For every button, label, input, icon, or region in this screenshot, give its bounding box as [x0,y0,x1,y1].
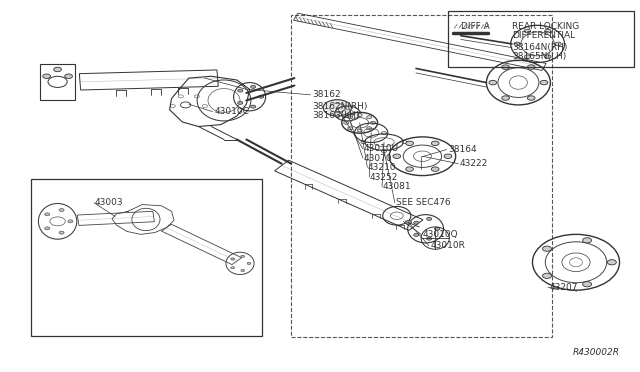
Ellipse shape [323,100,351,116]
Circle shape [607,260,616,265]
Circle shape [45,213,50,216]
Circle shape [405,221,412,224]
Text: SEE SEC476: SEE SEC476 [396,198,450,207]
Circle shape [357,113,362,116]
Circle shape [357,129,362,132]
Circle shape [259,95,264,98]
Text: 43003: 43003 [95,198,124,207]
Circle shape [524,55,531,59]
Circle shape [582,282,591,287]
Text: 43207: 43207 [549,283,578,292]
Circle shape [45,227,50,230]
Circle shape [489,80,497,85]
Circle shape [251,85,256,88]
Circle shape [43,74,51,78]
Circle shape [514,42,520,46]
Circle shape [371,121,376,124]
Text: 38165N(LH): 38165N(LH) [512,52,566,61]
Circle shape [68,220,73,223]
Circle shape [427,217,432,220]
Circle shape [237,101,243,104]
Text: 43210: 43210 [368,163,397,172]
Circle shape [65,74,72,78]
Circle shape [231,267,235,269]
Circle shape [502,96,509,100]
Circle shape [527,65,535,69]
Circle shape [59,231,64,234]
Text: R430002R: R430002R [573,348,620,357]
Text: 38163(LH): 38163(LH) [312,111,360,120]
Circle shape [231,258,235,260]
Circle shape [555,42,561,46]
Circle shape [540,80,548,85]
Circle shape [241,255,244,257]
Circle shape [393,154,401,158]
Circle shape [524,29,531,33]
Circle shape [59,209,64,212]
Circle shape [545,29,551,33]
Text: 38164: 38164 [448,145,477,154]
Circle shape [543,273,552,278]
Circle shape [344,121,349,124]
Text: 43081: 43081 [383,182,412,191]
Circle shape [582,238,591,243]
Circle shape [406,141,413,145]
Circle shape [545,55,551,59]
Text: 43010Q: 43010Q [422,230,458,239]
Circle shape [241,269,244,272]
Circle shape [502,65,509,69]
Circle shape [435,227,440,230]
Circle shape [237,89,243,92]
Circle shape [431,167,439,171]
Circle shape [427,237,432,240]
Text: 38162N(RH): 38162N(RH) [312,102,368,110]
Circle shape [413,233,419,236]
Text: 43252: 43252 [370,173,398,182]
Circle shape [54,67,61,72]
Circle shape [406,167,413,171]
Circle shape [247,262,251,264]
Text: 43010C: 43010C [214,107,249,116]
Circle shape [367,116,372,119]
Text: 43010R: 43010R [430,241,465,250]
Text: REAR LOCKING: REAR LOCKING [512,22,579,31]
Circle shape [251,105,256,108]
Circle shape [348,116,353,119]
Text: 43222: 43222 [460,159,488,168]
Text: DIFF A: DIFF A [461,22,490,31]
Circle shape [431,141,439,145]
Text: 43070: 43070 [364,154,392,163]
Circle shape [543,246,552,251]
Text: 43010U: 43010U [364,144,399,153]
Circle shape [348,127,353,130]
Circle shape [444,154,452,158]
Text: 38164N(RH): 38164N(RH) [512,43,568,52]
Text: DIFFERENTIAL: DIFFERENTIAL [512,31,575,40]
Circle shape [367,127,372,130]
Circle shape [527,96,535,100]
Circle shape [413,221,419,224]
Text: 38162: 38162 [312,90,341,99]
